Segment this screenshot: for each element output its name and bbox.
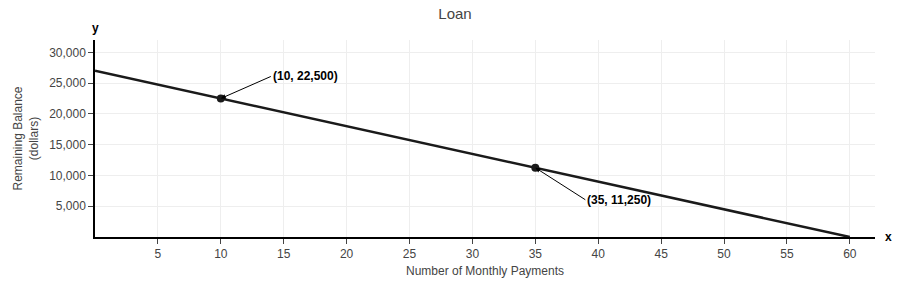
svg-text:Loan: Loan xyxy=(438,5,471,22)
svg-text:Number of Monthly Payments: Number of Monthly Payments xyxy=(406,264,564,278)
svg-text:25,000: 25,000 xyxy=(49,76,86,90)
svg-text:(10, 22,500): (10, 22,500) xyxy=(273,69,338,83)
svg-text:30: 30 xyxy=(466,247,480,261)
svg-text:45: 45 xyxy=(654,247,668,261)
svg-text:25: 25 xyxy=(403,247,417,261)
svg-text:20: 20 xyxy=(340,247,354,261)
svg-text:55: 55 xyxy=(780,247,794,261)
svg-text:10: 10 xyxy=(214,247,228,261)
svg-text:35: 35 xyxy=(529,247,543,261)
svg-text:15,000: 15,000 xyxy=(49,138,86,152)
svg-text:60: 60 xyxy=(843,247,857,261)
svg-text:20,000: 20,000 xyxy=(49,107,86,121)
svg-text:10,000: 10,000 xyxy=(49,169,86,183)
svg-text:5,000: 5,000 xyxy=(56,199,86,213)
svg-text:40: 40 xyxy=(592,247,606,261)
svg-text:x: x xyxy=(885,230,892,244)
svg-text:Remaining Balance(dollars): Remaining Balance(dollars) xyxy=(11,86,41,190)
svg-text:(35, 11,250): (35, 11,250) xyxy=(587,193,651,207)
svg-text:y: y xyxy=(92,21,99,35)
svg-text:15: 15 xyxy=(277,247,291,261)
svg-text:50: 50 xyxy=(717,247,731,261)
svg-text:30,000: 30,000 xyxy=(49,46,86,60)
svg-text:5: 5 xyxy=(155,247,162,261)
